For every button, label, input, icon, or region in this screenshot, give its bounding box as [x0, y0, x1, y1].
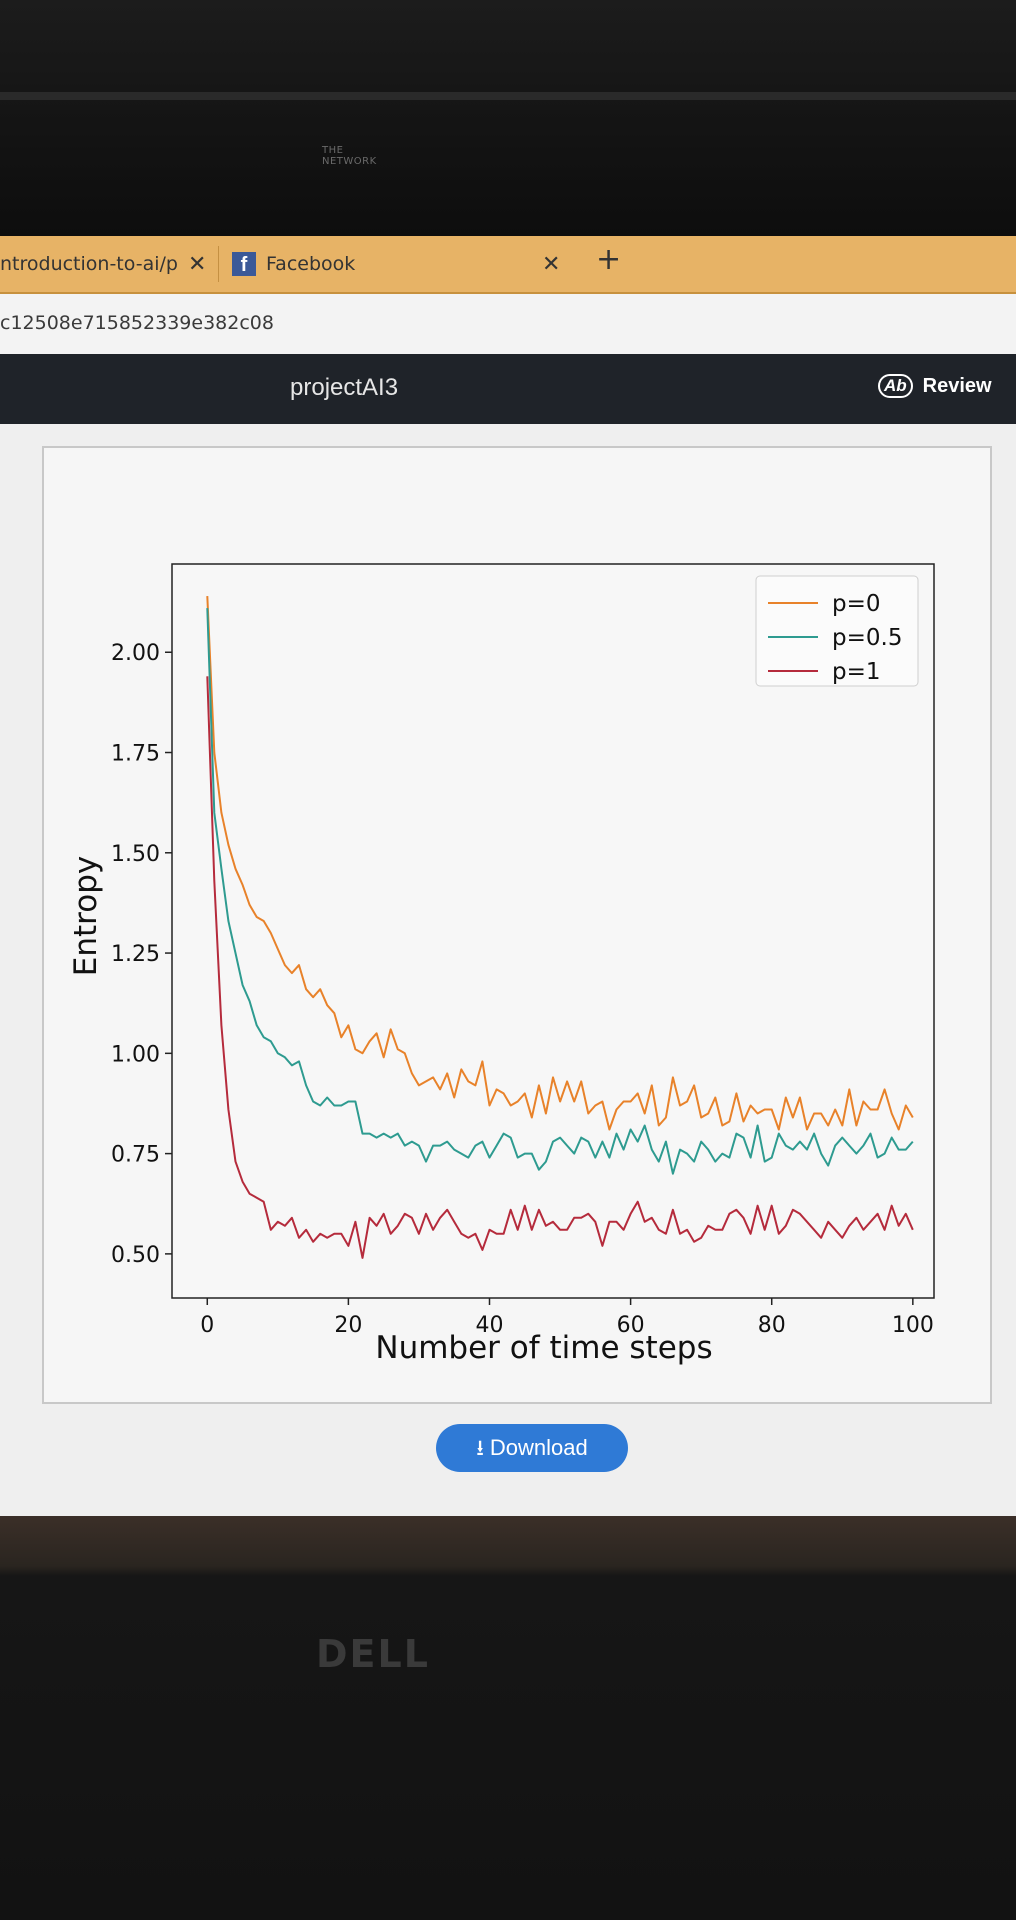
y-tick-label: 1.50 — [111, 842, 160, 867]
close-icon[interactable]: ✕ — [542, 251, 561, 277]
app-title: projectAI3 — [290, 374, 399, 401]
legend-label: p=0.5 — [832, 625, 902, 651]
screen: ntroduction-to-ai/p ✕ f Facebook ✕ + c12… — [0, 236, 1016, 1516]
x-tick-label: 40 — [476, 1313, 504, 1338]
browser-tab-bar: ntroduction-to-ai/p ✕ f Facebook ✕ + — [0, 236, 1016, 294]
review-button[interactable]: Ab Review — [878, 374, 992, 398]
url-text[interactable]: c12508e715852339e382c08 — [0, 312, 274, 334]
review-label: Review — [922, 374, 992, 397]
download-icon: ⭳ — [476, 1435, 484, 1460]
y-axis-label: Entropy — [68, 856, 104, 976]
tab-facebook[interactable]: f Facebook ✕ — [232, 248, 592, 280]
tab-label: ntroduction-to-ai/p — [0, 253, 178, 275]
app-header: projectAI3 Ab Review — [0, 354, 1016, 424]
tab-label: Facebook — [266, 253, 356, 275]
x-axis-label: Number of time steps — [375, 1330, 712, 1366]
y-tick-label: 1.25 — [111, 942, 160, 967]
series-line-p=0 — [206, 596, 914, 1131]
laptop-bezel-top: THE NETWORK — [0, 0, 1016, 236]
address-bar[interactable]: c12508e715852339e382c08 — [0, 294, 1016, 355]
entropy-chart: 0.50 0.75 1.00 1.25 1.50 1.75 2.00 0 20 40 60 80 10… — [68, 563, 935, 1366]
legend-label: p=0 — [832, 591, 881, 617]
chart-legend: p=0 p=0.5 p=1 — [755, 575, 919, 687]
legend-label: p=1 — [832, 659, 881, 685]
series-lines — [206, 596, 914, 1259]
download-button[interactable]: ⭳ Download — [436, 1424, 628, 1472]
close-icon[interactable]: ✕ — [187, 251, 207, 277]
bezel-edge — [0, 92, 1016, 100]
y-tick-label: 2.00 — [111, 641, 160, 666]
tab-introduction-to-ai[interactable]: ntroduction-to-ai/p ✕ — [0, 248, 212, 280]
y-axis-ticks: 0.50 0.75 1.00 1.25 1.50 1.75 2.00 — [111, 641, 172, 1268]
series-line-p=0.5 — [206, 608, 914, 1175]
facebook-icon: f — [232, 252, 256, 276]
chart-card: 0.50 0.75 1.00 1.25 1.50 1.75 2.00 0 20 40 60 80 10… — [42, 446, 992, 1404]
bezel-brand: THE NETWORK — [322, 145, 377, 167]
download-label: Download — [489, 1435, 588, 1460]
laptop-bezel-bottom: DELL — [0, 1516, 1016, 1920]
y-tick-label: 1.00 — [111, 1042, 160, 1067]
y-tick-label: 1.75 — [111, 742, 160, 767]
main-content: 0.50 0.75 1.00 1.25 1.50 1.75 2.00 0 20 40 60 80 10… — [0, 424, 1016, 1516]
y-tick-label: 0.75 — [111, 1143, 160, 1168]
review-icon: Ab — [878, 374, 913, 398]
x-tick-label: 0 — [200, 1313, 214, 1338]
tab-divider — [218, 246, 219, 282]
x-tick-label: 100 — [892, 1313, 934, 1338]
x-tick-label: 60 — [617, 1313, 645, 1338]
dell-logo: DELL — [316, 1632, 430, 1676]
x-tick-label: 20 — [334, 1313, 362, 1338]
x-axis-ticks: 0 20 40 60 80 100 — [200, 1298, 934, 1338]
series-line-p=1 — [206, 676, 914, 1259]
y-tick-label: 0.50 — [111, 1243, 160, 1268]
x-tick-label: 80 — [758, 1313, 786, 1338]
new-tab-button[interactable]: + — [596, 242, 622, 277]
